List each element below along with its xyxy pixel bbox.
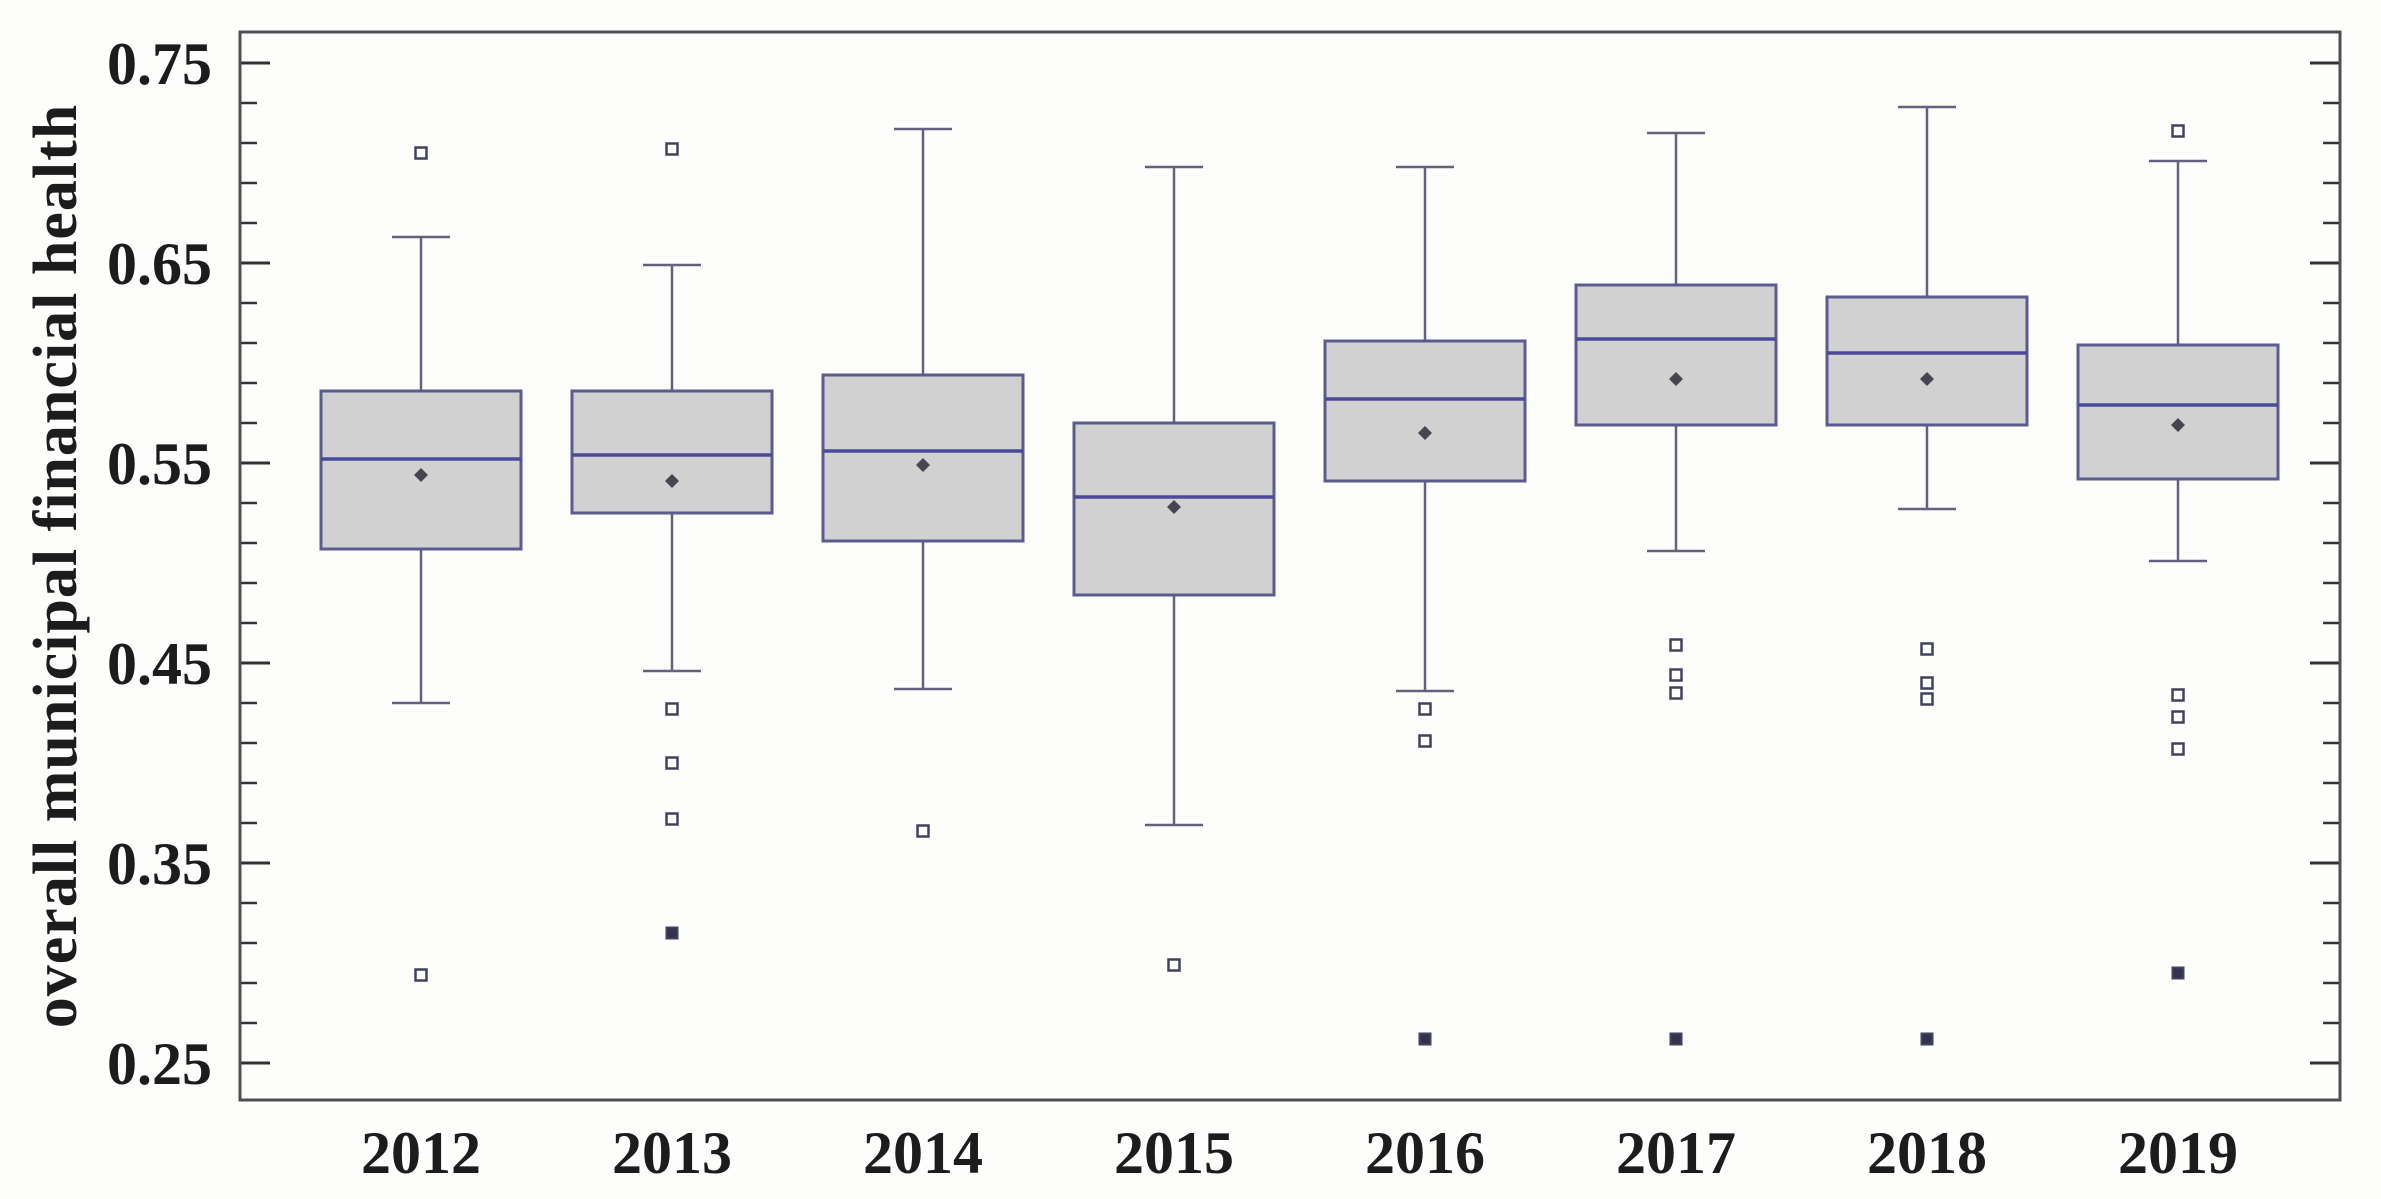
outlier-open-2017 bbox=[1669, 638, 1683, 652]
x-tick-label-2019: 2019 bbox=[2118, 1120, 2238, 1186]
plot-root: 0.75 0.65 0.55 0.45 0.35 0.25 2012 2013 2014 2015… bbox=[107, 30, 2342, 1186]
y-axis-title: overall municipal financial health bbox=[22, 104, 90, 1028]
outlier-open-2019 bbox=[2171, 742, 2185, 756]
x-tick-label-2012: 2012 bbox=[361, 1120, 481, 1186]
iqr-box-2013 bbox=[570, 389, 774, 515]
outlier-open-2018 bbox=[1920, 676, 1934, 690]
outlier-open-2015 bbox=[1167, 958, 1181, 972]
outlier-open-2012 bbox=[414, 968, 428, 982]
y-tick-label: 0.55 bbox=[107, 431, 212, 497]
outlier-open-2012 bbox=[414, 146, 428, 160]
iqr-box-2019 bbox=[2076, 343, 2280, 481]
outlier-open-2013 bbox=[665, 812, 679, 826]
outlier-open-2013 bbox=[665, 142, 679, 156]
outlier-open-2016 bbox=[1418, 734, 1432, 748]
outlier-open-2019 bbox=[2171, 688, 2185, 702]
x-tick-label-2014: 2014 bbox=[863, 1120, 983, 1186]
mean-marker-2018 bbox=[1920, 372, 1934, 386]
y-tick-label: 0.35 bbox=[107, 831, 212, 897]
plot-frame bbox=[238, 30, 2342, 1102]
iqr-box-2018 bbox=[1825, 295, 2029, 427]
outlier-filled-2017 bbox=[1669, 1032, 1683, 1046]
x-tick-label-2018: 2018 bbox=[1867, 1120, 1987, 1186]
outlier-filled-2019 bbox=[2171, 966, 2185, 980]
y-tick-label: 0.75 bbox=[107, 31, 212, 97]
outlier-open-2017 bbox=[1669, 686, 1683, 700]
outlier-filled-2018 bbox=[1920, 1032, 1934, 1046]
x-tick-label-2017: 2017 bbox=[1616, 1120, 1736, 1186]
y-tick-label: 0.25 bbox=[107, 1031, 212, 1097]
outlier-open-2016 bbox=[1418, 702, 1432, 716]
mean-marker-2016 bbox=[1418, 426, 1432, 440]
outlier-open-2019 bbox=[2171, 124, 2185, 138]
iqr-box-2016 bbox=[1323, 339, 1527, 483]
x-tick-label-2016: 2016 bbox=[1365, 1120, 1485, 1186]
outlier-open-2017 bbox=[1669, 668, 1683, 682]
mean-marker-2014 bbox=[916, 458, 930, 472]
mean-marker-2015 bbox=[1167, 500, 1181, 514]
y-tick-label: 0.45 bbox=[107, 631, 212, 697]
iqr-box-2017 bbox=[1574, 283, 1778, 427]
outlier-open-2018 bbox=[1920, 642, 1934, 656]
x-tick-label-2015: 2015 bbox=[1114, 1120, 1234, 1186]
plot-area-background bbox=[240, 32, 2340, 1100]
outlier-open-2019 bbox=[2171, 710, 2185, 724]
x-tick-label-2013: 2013 bbox=[612, 1120, 732, 1186]
outlier-open-2018 bbox=[1920, 692, 1934, 706]
outlier-open-2013 bbox=[665, 756, 679, 770]
outlier-filled-2013 bbox=[665, 926, 679, 940]
outlier-open-2013 bbox=[665, 702, 679, 716]
mean-marker-2019 bbox=[2171, 418, 2185, 432]
outlier-open-2014 bbox=[916, 824, 930, 838]
mean-marker-2013 bbox=[665, 474, 679, 488]
y-tick-label: 0.65 bbox=[107, 231, 212, 297]
mean-marker-2017 bbox=[1669, 372, 1683, 386]
outlier-filled-2016 bbox=[1418, 1032, 1432, 1046]
mean-marker-2012 bbox=[414, 468, 428, 482]
